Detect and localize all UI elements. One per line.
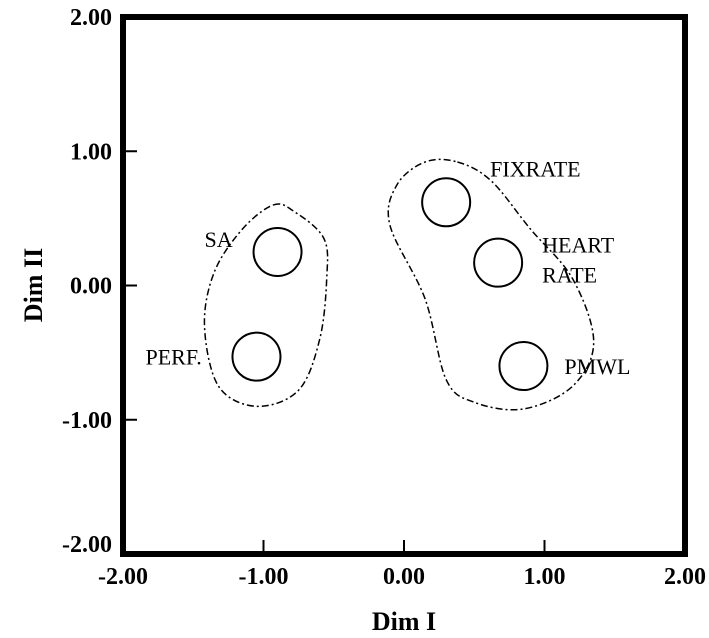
- cluster-outline: [203, 203, 329, 408]
- x-tick-label: -2.00: [98, 564, 148, 590]
- points: [231, 177, 549, 392]
- y-tick-label: 1.00: [70, 139, 112, 165]
- point-label: SA: [205, 227, 233, 252]
- x-tick-label: 2.00: [664, 564, 706, 590]
- data-point: [498, 341, 549, 392]
- point-label: HEART RATE: [542, 233, 615, 288]
- x-tick-label: 1.00: [524, 564, 566, 590]
- data-point: [421, 177, 472, 228]
- y-tick-label: 0.00: [70, 274, 112, 300]
- y-tick-label: 2.00: [70, 5, 112, 31]
- data-point: [473, 237, 524, 288]
- y-ticks: -2.00 -1.00 0.00 1.00 2.00: [62, 5, 137, 558]
- y-tick-label: -1.00: [62, 408, 112, 434]
- clusters: [203, 158, 595, 411]
- point-label: FIXRATE: [490, 156, 580, 181]
- x-tick-label: -1.00: [239, 564, 289, 590]
- point-labels: SA PERF. FIXRATE HEART RATE PMWL: [145, 156, 630, 379]
- data-point: [231, 331, 282, 382]
- point-label: PMWL: [564, 354, 630, 379]
- y-tick-label: -2.00: [62, 532, 112, 558]
- x-tick-label: 0.00: [383, 564, 425, 590]
- data-point: [252, 226, 303, 277]
- plot-frame: [120, 14, 688, 557]
- x-axis-title: Dim I: [372, 607, 436, 636]
- x-ticks: -2.00 -1.00 0.00 1.00 2.00: [98, 540, 706, 590]
- y-axis-title: Dim II: [19, 248, 48, 322]
- point-label: PERF.: [145, 345, 201, 370]
- cluster-outline: [387, 158, 595, 411]
